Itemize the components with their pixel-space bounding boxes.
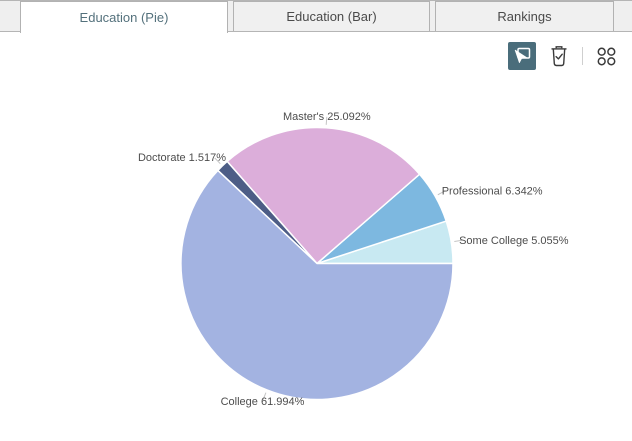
pie-slice-label: Master's 25.092% xyxy=(283,111,371,123)
tab-label: Education (Bar) xyxy=(286,9,377,24)
trash-check-icon xyxy=(551,46,567,67)
more-options-button[interactable] xyxy=(592,42,620,70)
pie-label-leader xyxy=(454,239,463,242)
cursor-select-icon xyxy=(514,47,531,63)
pie-slice-college[interactable] xyxy=(180,169,454,401)
four-dots-icon xyxy=(597,47,615,65)
tab-education-pie[interactable]: Education (Pie) xyxy=(20,1,228,33)
clear-selection-button[interactable] xyxy=(545,42,573,70)
chart-toolbar xyxy=(508,42,620,70)
tab-label: Rankings xyxy=(497,9,552,24)
pie-slice-master-s[interactable] xyxy=(226,126,421,265)
tab-rankings[interactable]: Rankings xyxy=(435,1,614,31)
pie-label-leader xyxy=(325,116,328,125)
select-tool-button[interactable] xyxy=(508,42,536,70)
pie-slice-label: Doctorate 1.517% xyxy=(138,152,226,164)
pie-chart[interactable]: Some College 5.055% Professional 6.342% Ma… xyxy=(0,32,632,441)
pie-label-leader xyxy=(437,190,446,196)
pie-slice-label: Some College 5.055% xyxy=(459,235,569,247)
toolbar-separator xyxy=(582,47,583,65)
tab-education-bar[interactable]: Education (Bar) xyxy=(233,1,430,31)
pie-label-leader xyxy=(214,157,221,165)
tab-bar: Education (Pie) Education (Bar) Rankings xyxy=(0,0,632,33)
pie-label-leader xyxy=(262,392,267,401)
pie-slice-label: College 61.994% xyxy=(221,396,305,408)
tab-label: Education (Pie) xyxy=(79,10,169,25)
pie-slice-label: Professional 6.342% xyxy=(442,185,543,197)
chart-panel: Some College 5.055% Professional 6.342% Ma… xyxy=(0,32,632,441)
